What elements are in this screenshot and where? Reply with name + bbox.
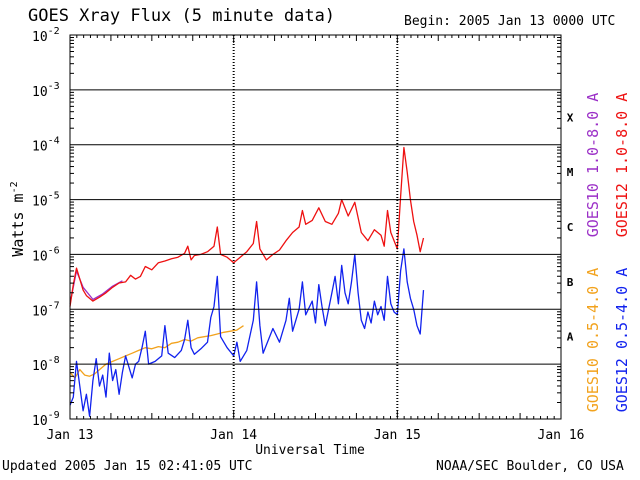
legend-goes12-short: GOES12 0.5-4.0 A [613, 268, 631, 413]
chart-legend: GOES12 1.0-8.0 A GOES10 1.0-8.0 A GOES12 0… [584, 93, 631, 413]
legend-goes12-long: GOES12 1.0-8.0 A [613, 93, 631, 238]
series-line-goes12-long [69, 146, 425, 307]
series-lines [69, 146, 425, 417]
x-tick-label: Jan 14 [210, 428, 257, 443]
chart-grid [70, 35, 561, 419]
y-tick-label: 10-6 [32, 245, 60, 264]
series-line-goes12-short [69, 248, 425, 417]
y-tick-label: 10-2 [32, 26, 60, 45]
flare-class-labels: A B C M X [567, 111, 574, 343]
y-tick-label: 10-4 [32, 136, 60, 155]
x-axis-label: Universal Time [255, 443, 365, 458]
legend-goes10-short: GOES10 0.5-4.0 A [584, 268, 602, 413]
flare-class-a: A [567, 331, 574, 344]
flare-class-x: X [567, 111, 574, 124]
chart-title: GOES Xray Flux (5 minute data) [28, 6, 336, 26]
series-line-goes10-short [69, 325, 244, 379]
y-tick-label: 10-9 [32, 410, 60, 429]
x-tick-label: Jan 13 [47, 428, 94, 443]
chart-axes: 10-9 10-8 10-7 10-6 10-5 10-4 10-3 10-2 Jan 13 Ja… [32, 26, 584, 443]
updated-time-label: Updated 2005 Jan 15 02:41:05 UTC [2, 459, 253, 474]
legend-goes10-long: GOES10 1.0-8.0 A [584, 93, 602, 238]
y-tick-label: 10-5 [32, 191, 60, 210]
flare-class-m: M [567, 166, 574, 179]
begin-time-label: Begin: 2005 Jan 13 0000 UTC [404, 14, 616, 29]
y-tick-label: 10-7 [32, 300, 60, 319]
plot-frame [69, 34, 562, 420]
y-tick-label: 10-8 [32, 355, 60, 374]
x-tick-label: Jan 16 [538, 428, 585, 443]
x-tick-label: Jan 15 [374, 428, 421, 443]
credit-label: NOAA/SEC Boulder, CO USA [436, 459, 624, 474]
y-tick-label: 10-3 [32, 81, 60, 100]
flare-class-b: B [567, 276, 574, 289]
flare-class-c: C [567, 221, 574, 234]
y-axis-label: Watts m-2 [9, 181, 27, 256]
